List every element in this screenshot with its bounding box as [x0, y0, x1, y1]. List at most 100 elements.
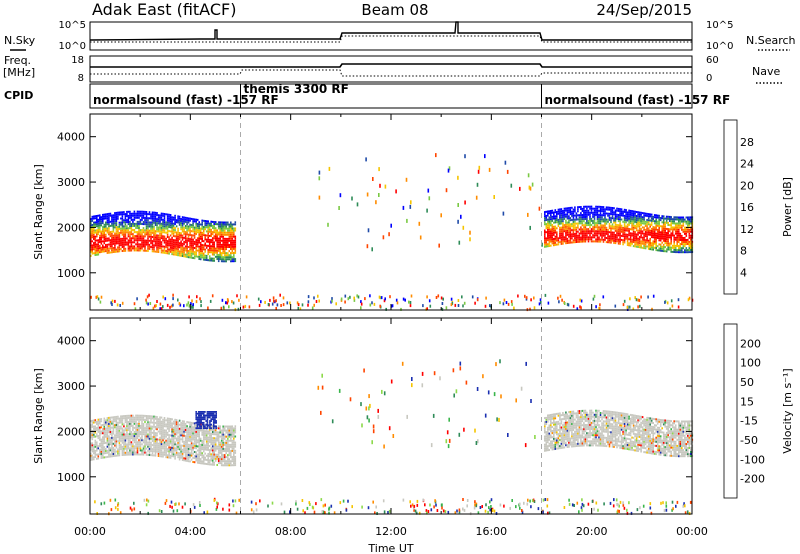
- data-cell: [193, 226, 196, 229]
- data-cell: [545, 241, 548, 244]
- data-cell: [183, 255, 185, 258]
- data-cell: [607, 235, 609, 238]
- data-cell: [178, 440, 181, 443]
- data-cell: [139, 439, 142, 442]
- data-cell: [634, 227, 636, 229]
- data-cell: [219, 429, 221, 432]
- data-cell: [148, 221, 151, 224]
- data-cell: [115, 454, 118, 457]
- data-cell: [190, 224, 193, 226]
- data-cell: [652, 240, 654, 243]
- data-cell: [225, 445, 227, 448]
- data-cell: [435, 153, 437, 158]
- data-cell: [124, 229, 127, 232]
- data-cell: [160, 416, 163, 419]
- data-cell: [559, 220, 561, 223]
- data-cell: [148, 431, 151, 434]
- data-cell: [147, 225, 149, 228]
- data-cell: [207, 432, 209, 435]
- data-cell: [184, 245, 187, 248]
- data-cell: [157, 218, 160, 221]
- data-cell: [112, 453, 115, 455]
- data-cell: [679, 239, 682, 241]
- data-cell: [282, 296, 285, 300]
- data-cell: [184, 441, 187, 444]
- data-cell: [659, 235, 662, 238]
- data-cell: [231, 225, 234, 228]
- data-cell: [159, 422, 161, 425]
- data-cell: [123, 247, 125, 250]
- data-cell: [222, 435, 224, 438]
- data-cell: [118, 238, 121, 241]
- data-cell: [581, 220, 584, 223]
- data-cell: [596, 224, 599, 227]
- data-cell: [159, 438, 161, 441]
- data-cell: [587, 205, 590, 208]
- data-cell: [178, 452, 181, 455]
- data-cell: [144, 243, 146, 246]
- data-cell: [208, 259, 211, 262]
- data-cell: [219, 431, 221, 434]
- data-cell: [222, 256, 224, 259]
- data-cell: [338, 206, 340, 210]
- data-cell: [168, 238, 170, 241]
- data-cell: [583, 216, 585, 218]
- data-cell: [668, 236, 671, 239]
- data-cell: [207, 440, 209, 443]
- data-cell: [117, 423, 119, 426]
- data-cell: [199, 449, 202, 452]
- data-cell: [129, 249, 131, 252]
- data-cell: [688, 243, 691, 245]
- data-cell: [181, 457, 184, 459]
- data-cell: [611, 217, 614, 220]
- data-cell: [183, 232, 185, 235]
- data-cell: [560, 234, 563, 237]
- data-cell: [207, 436, 209, 439]
- data-cell: [623, 210, 626, 213]
- data-cell: [142, 243, 145, 246]
- data-cell: [156, 242, 158, 245]
- data-cell: [451, 301, 454, 305]
- data-cell: [202, 244, 205, 247]
- data-cell: [166, 425, 169, 428]
- data-cell: [646, 241, 648, 244]
- data-cell: [144, 437, 146, 440]
- data-cell: [126, 445, 128, 448]
- data-cell: [153, 448, 155, 451]
- data-cell: [190, 421, 193, 424]
- data-cell: [227, 231, 229, 234]
- data-cell: [611, 227, 614, 230]
- data-cell: [234, 223, 237, 226]
- data-cell: [93, 433, 95, 436]
- data-cell: [103, 242, 106, 245]
- data-cell: [190, 254, 193, 257]
- data-cell: [177, 239, 179, 242]
- data-cell: [220, 454, 223, 456]
- data-cell: [117, 228, 119, 230]
- data-cell: [690, 216, 692, 219]
- data-cell: [184, 218, 187, 221]
- data-cell: [227, 433, 229, 436]
- data-cell: [587, 230, 590, 233]
- data-cell: [237, 307, 240, 311]
- data-cell: [93, 450, 95, 453]
- data-cell: [162, 425, 164, 427]
- data-cell: [177, 427, 179, 430]
- data-cell: [134, 307, 137, 311]
- data-cell: [227, 244, 229, 246]
- data-cell: [207, 226, 209, 229]
- data-cell: [587, 240, 590, 243]
- data-cell: [599, 232, 602, 235]
- data-cell: [147, 221, 149, 224]
- data-cell: [99, 222, 101, 225]
- data-cell: [118, 234, 121, 236]
- data-cell: [186, 421, 188, 424]
- data-cell: [168, 226, 170, 228]
- data-cell: [108, 421, 110, 423]
- data-cell: [211, 227, 214, 229]
- data-cell: [93, 425, 95, 428]
- data-cell: [174, 221, 176, 223]
- data-cell: [608, 241, 611, 244]
- data-cell: [163, 447, 166, 450]
- data-cell: [169, 238, 172, 241]
